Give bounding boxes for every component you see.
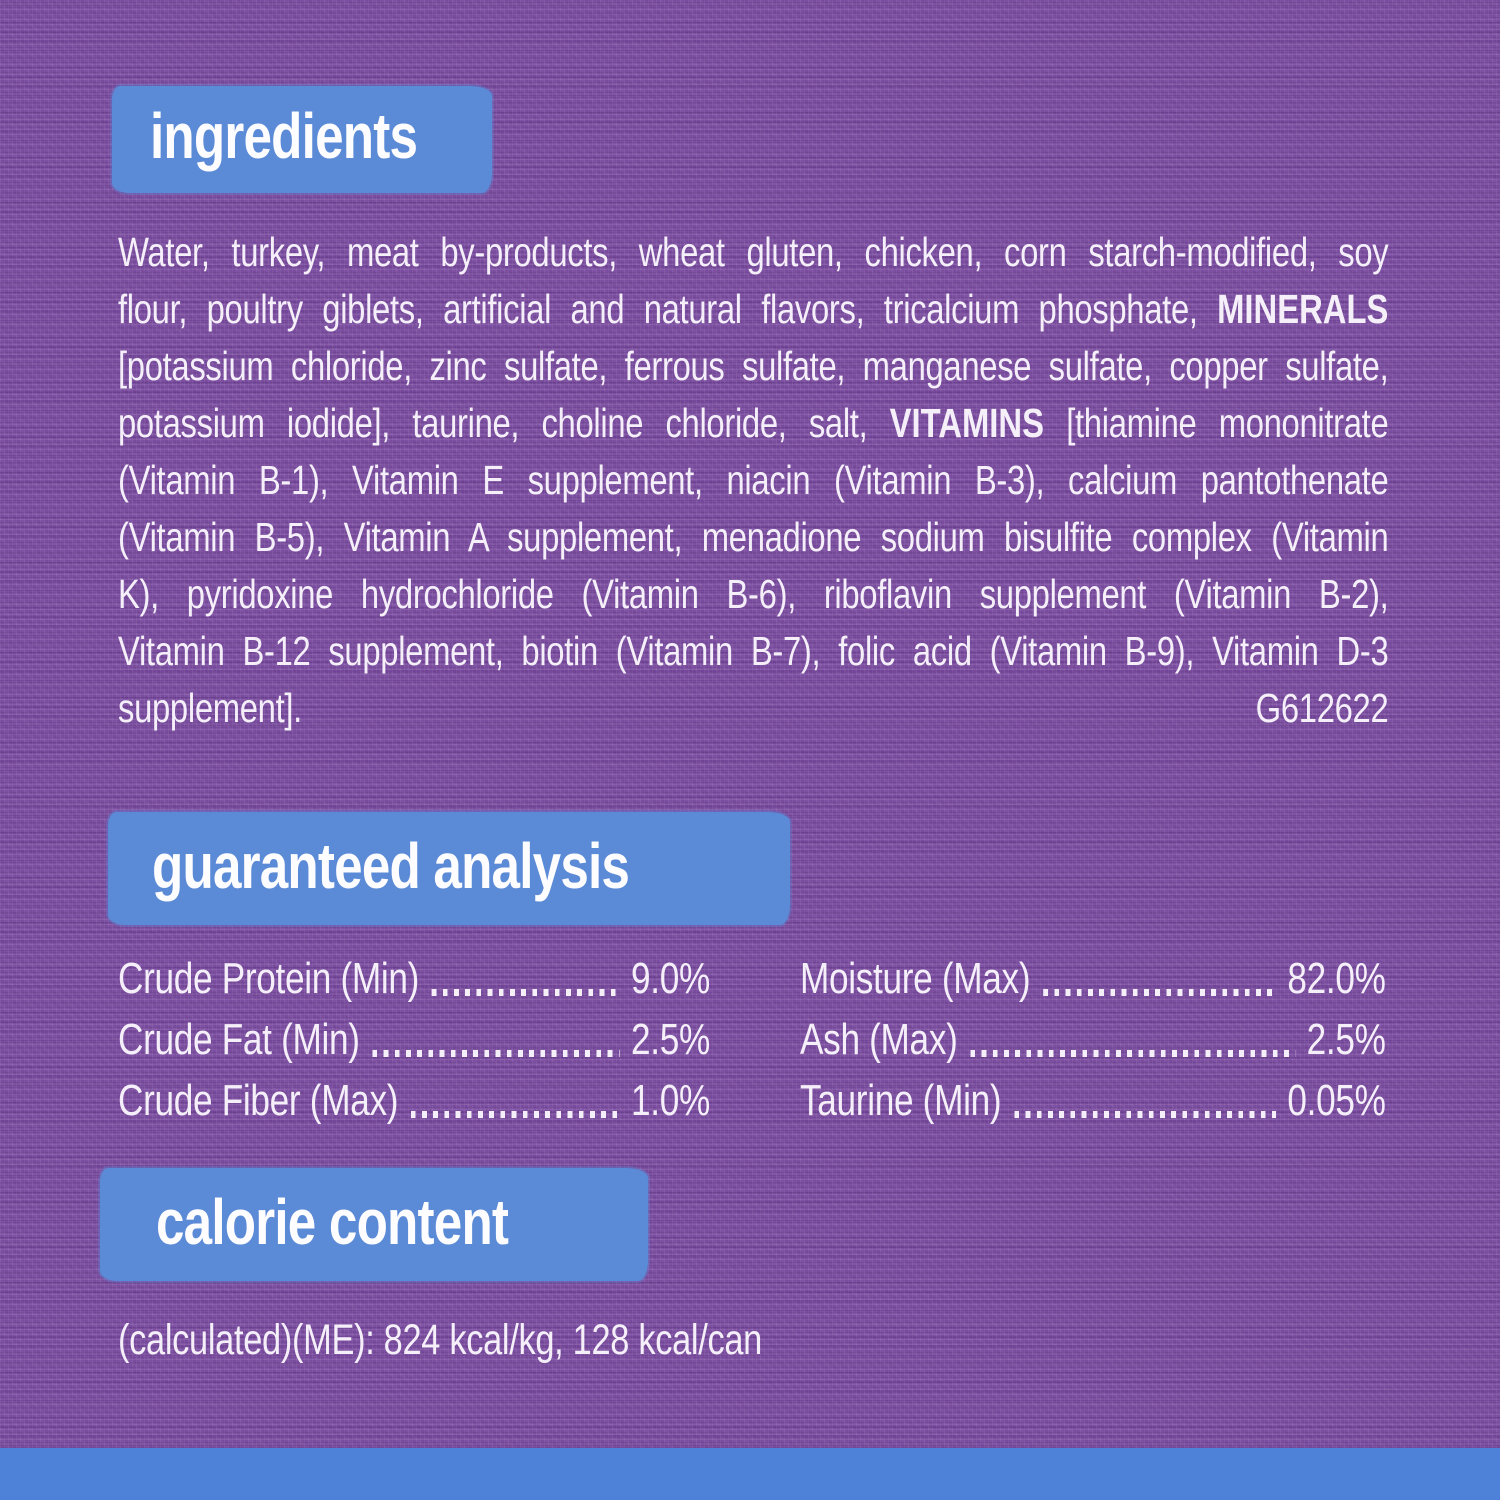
analysis-value: 2.5% xyxy=(631,1015,710,1064)
analysis-row: Ash (Max) 2.5% xyxy=(800,1009,1386,1070)
ingredient-group-bold: MINERALS xyxy=(1217,286,1389,332)
dotted-leader xyxy=(431,989,620,996)
ingredient-text: (Vitamin B-5), Vitamin A supplement, men… xyxy=(118,514,1389,560)
analysis-value: 1.0% xyxy=(631,1076,710,1125)
guaranteed-analysis-title: guaranteed analysis xyxy=(152,830,630,902)
ingredient-text: Water, turkey, meat by-products, wheat g… xyxy=(118,229,1389,275)
ingredients-line: (Vitamin B-5), Vitamin A supplement, men… xyxy=(118,509,1388,566)
ingredient-text: supplement]. xyxy=(118,685,302,731)
ingredient-text: (Vitamin B-1), Vitamin E supplement, nia… xyxy=(118,457,1389,503)
ingredient-text: flour, poultry giblets, artificial and n… xyxy=(118,286,1218,332)
ingredients-line: Vitamin B-12 supplement, biotin (Vitamin… xyxy=(118,623,1388,680)
ingredient-text: potassium iodide], taurine, choline chlo… xyxy=(118,400,890,446)
dotted-leader xyxy=(410,1111,620,1118)
ingredients-line: (Vitamin B-1), Vitamin E supplement, nia… xyxy=(118,452,1388,509)
analysis-row: Crude Fiber (Max) 1.0% xyxy=(118,1070,710,1131)
calorie-content-title: calorie content xyxy=(156,1186,509,1258)
analysis-row: Crude Fat (Min) 2.5% xyxy=(118,1009,710,1070)
guaranteed-analysis-header-bar: guaranteed analysis xyxy=(108,812,790,925)
ingredients-line-text: supplement]. xyxy=(118,680,302,737)
ingredient-group-bold: VITAMINS xyxy=(889,400,1044,446)
ingredients-line: Water, turkey, meat by-products, wheat g… xyxy=(118,224,1388,281)
ingredients-line: [potassium chloride, zinc sulfate, ferro… xyxy=(118,338,1388,395)
ingredients-line: flour, poultry giblets, artificial and n… xyxy=(118,281,1388,338)
analysis-row: Moisture (Max) 82.0% xyxy=(800,948,1386,1009)
ingredients-line: supplement]. G612622 xyxy=(118,680,1388,737)
calorie-content-text: (calculated)(ME): 824 kcal/kg, 128 kcal/… xyxy=(118,1312,1018,1368)
ingredient-text: [potassium chloride, zinc sulfate, ferro… xyxy=(118,343,1389,389)
ingredient-text: K), pyridoxine hydrochloride (Vitamin B-… xyxy=(118,571,1389,617)
analysis-label: Ash (Max) xyxy=(800,1015,958,1064)
ingredient-text: Vitamin B-12 supplement, biotin (Vitamin… xyxy=(118,628,1389,674)
analysis-left-column: Crude Protein (Min) 9.0% Crude Fat (Min) 2.… xyxy=(118,948,710,1131)
product-code: G612622 xyxy=(1255,685,1389,731)
ingredient-text: [thiamine mononitrate xyxy=(1043,400,1389,446)
ingredients-title: ingredients xyxy=(150,100,418,172)
analysis-label: Taurine (Min) xyxy=(800,1076,1002,1125)
analysis-value: 0.05% xyxy=(1287,1076,1386,1125)
analysis-value: 2.5% xyxy=(1306,1015,1386,1064)
ingredients-line: potassium iodide], taurine, choline chlo… xyxy=(118,395,1388,452)
analysis-label: Crude Protein (Min) xyxy=(118,954,420,1003)
analysis-label: Moisture (Max) xyxy=(800,954,1031,1003)
analysis-right-column: Moisture (Max) 82.0% Ash (Max) 2.5% Taurine … xyxy=(800,948,1386,1131)
dotted-leader xyxy=(372,1050,620,1057)
calorie-content-header-bar: calorie content xyxy=(100,1168,648,1281)
analysis-row: Taurine (Min) 0.05% xyxy=(800,1070,1386,1131)
dotted-leader xyxy=(970,1050,1296,1057)
dotted-leader xyxy=(1043,989,1277,996)
dotted-leader xyxy=(1014,1111,1277,1118)
bottom-blue-strip xyxy=(0,1448,1500,1500)
ingredients-paragraph: Water, turkey, meat by-products, wheat g… xyxy=(118,224,1388,737)
analysis-label: Crude Fat (Min) xyxy=(118,1015,360,1064)
ingredients-line: K), pyridoxine hydrochloride (Vitamin B-… xyxy=(118,566,1388,623)
calorie-value-text: (calculated)(ME): 824 kcal/kg, 128 kcal/… xyxy=(118,1316,762,1364)
analysis-value: 9.0% xyxy=(631,954,710,1003)
analysis-label: Crude Fiber (Max) xyxy=(118,1076,399,1125)
ingredients-header-bar: ingredients xyxy=(112,86,492,193)
analysis-row: Crude Protein (Min) 9.0% xyxy=(118,948,710,1009)
analysis-value: 82.0% xyxy=(1287,954,1386,1003)
